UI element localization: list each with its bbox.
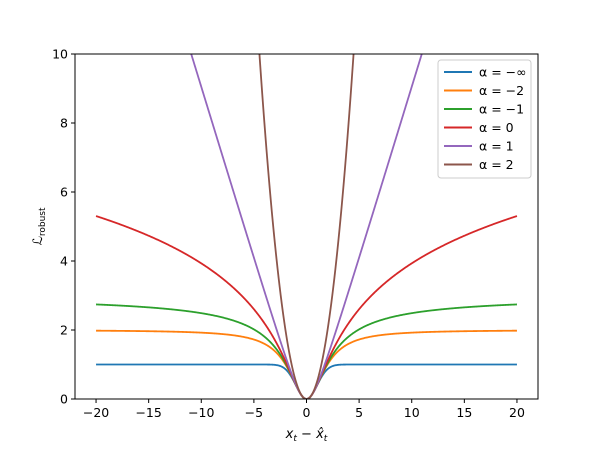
x-tick-label: −10 bbox=[188, 405, 214, 420]
series-line-0 bbox=[96, 363, 517, 399]
legend-label: α = 0 bbox=[479, 120, 514, 135]
y-axis-label-base: ℒ bbox=[31, 236, 46, 245]
series-line-2 bbox=[96, 303, 517, 399]
x-axis-label: xt − x̂t bbox=[285, 427, 328, 444]
legend-label: α = 2 bbox=[479, 157, 514, 172]
x-tick-label: −20 bbox=[83, 405, 109, 420]
x-tick-label: 10 bbox=[404, 405, 420, 420]
y-axis-label-sub: robust bbox=[38, 207, 48, 236]
y-tick-label: 6 bbox=[60, 185, 68, 200]
x-axis-label-sub2: t bbox=[324, 434, 328, 444]
legend-label: α = −1 bbox=[479, 102, 524, 117]
y-tick-label: 2 bbox=[60, 323, 68, 338]
x-axis-label-hat: x̂ bbox=[315, 427, 324, 442]
x-tick-label: 20 bbox=[509, 405, 525, 420]
x-axis-label-minus: − bbox=[297, 427, 316, 442]
legend-label: α = 1 bbox=[479, 139, 514, 154]
x-tick-label: 15 bbox=[456, 405, 472, 420]
y-tick-label: 8 bbox=[60, 116, 68, 131]
y-tick-label: 4 bbox=[60, 254, 68, 269]
x-tick-label: −15 bbox=[135, 405, 161, 420]
x-tick-label: 5 bbox=[355, 405, 363, 420]
x-axis-label-base: x bbox=[285, 427, 294, 442]
y-tick-label: 10 bbox=[52, 47, 68, 62]
x-axis-label-sub1: t bbox=[293, 434, 297, 444]
series-line-3 bbox=[95, 215, 518, 399]
legend-label: α = −2 bbox=[479, 83, 524, 98]
y-axis-label: ℒrobust bbox=[31, 207, 48, 245]
legend: α = −∞ α = −2 α = −1 α = 0 α = 1 α = 2 bbox=[437, 59, 532, 179]
y-axis-ticks: 0 2 4 6 8 10 bbox=[52, 47, 75, 407]
x-axis-ticks: −20 −15 −10 −5 0 5 10 15 20 bbox=[83, 399, 525, 420]
x-tick-label: −5 bbox=[245, 405, 263, 420]
series-line-1 bbox=[96, 329, 517, 399]
x-tick-label: 0 bbox=[303, 405, 311, 420]
legend-label: α = −∞ bbox=[479, 65, 527, 80]
series-lines bbox=[95, 54, 518, 399]
y-tick-label: 0 bbox=[60, 392, 68, 407]
